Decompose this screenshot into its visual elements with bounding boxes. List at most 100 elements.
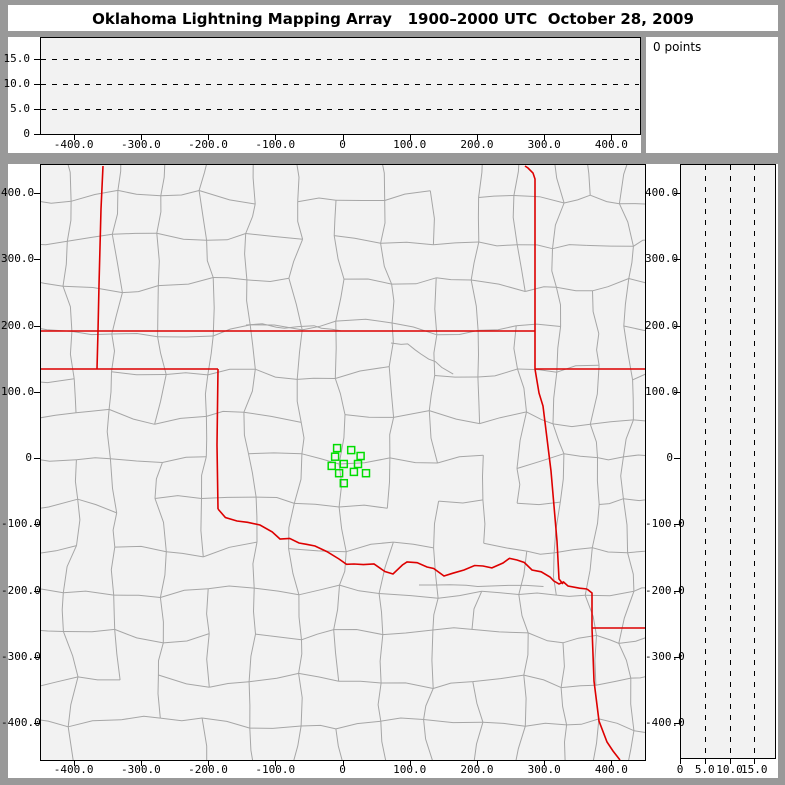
county-line (477, 376, 481, 424)
county-line (244, 233, 248, 280)
county-line (552, 552, 557, 596)
ns-panel-alt-tick-label: 15.0 (741, 763, 768, 776)
county-line (433, 334, 438, 376)
lma-station-marker (349, 467, 359, 477)
county-line (110, 458, 163, 463)
county-line (162, 456, 207, 463)
county-line (437, 454, 484, 464)
county-line (623, 454, 645, 458)
county-line (378, 593, 384, 635)
county-line (298, 594, 302, 640)
county-line (551, 248, 557, 288)
county-line (560, 687, 568, 726)
county-line (589, 424, 598, 458)
county-line (516, 453, 565, 469)
county-line (249, 728, 254, 760)
county-line (122, 285, 159, 294)
county-line (208, 585, 255, 590)
county-line (288, 239, 304, 279)
county-line (586, 244, 634, 247)
county-line (158, 277, 214, 287)
county-line (111, 333, 116, 372)
county-line (523, 675, 527, 727)
county-line (108, 371, 112, 410)
county-line (106, 409, 111, 459)
county-line (628, 278, 645, 284)
county-line (63, 628, 115, 633)
map-x-tick (208, 760, 210, 766)
county-line (213, 277, 247, 281)
ns-panel-y-tick (674, 193, 680, 194)
plan-view-map-panel[interactable] (40, 164, 646, 761)
county-line (471, 591, 483, 630)
county-line (339, 504, 388, 509)
county-line (297, 377, 336, 380)
county-line (595, 677, 631, 686)
county-line (516, 244, 526, 292)
ew-panel-x-tick-label: 400.0 (594, 138, 628, 151)
county-line (429, 190, 435, 245)
county-line (338, 463, 343, 508)
county-line (66, 201, 72, 242)
altitude-ns-panel[interactable] (680, 164, 776, 759)
ew-panel-x-tick-label: 0 (339, 138, 346, 151)
county-line (525, 722, 567, 727)
county-line (436, 277, 472, 281)
county-line (333, 585, 340, 630)
county-line (623, 325, 634, 380)
county-line (432, 598, 439, 631)
county-line (592, 547, 628, 554)
ew-panel-alt-tick-label: 15.0 (3, 52, 31, 65)
map-x-tick (611, 760, 613, 766)
county-line (483, 542, 527, 552)
county-line (618, 637, 645, 644)
county-line (388, 322, 394, 367)
county-line (434, 277, 438, 335)
county-line (434, 375, 478, 378)
county-line (525, 286, 557, 292)
county-line (255, 497, 258, 543)
county-line (293, 453, 303, 504)
county-line (556, 594, 586, 597)
county-line (428, 375, 436, 411)
county-line (556, 364, 600, 373)
county-line (288, 278, 303, 331)
county-line (109, 458, 118, 513)
altitude-ew-panel[interactable] (40, 37, 641, 135)
county-line (41, 588, 64, 594)
lma-station-marker (346, 445, 356, 455)
ns-panel-y-tick-label: -100.0 (645, 517, 685, 531)
ew-panel-dashed-gridline (41, 84, 639, 85)
ew-panel-x-tick-label: -300.0 (120, 138, 161, 151)
county-line (632, 379, 634, 420)
ns-panel-y-tick-label: -300.0 (645, 649, 685, 663)
map-y-tick-label: 400.0 (1, 186, 35, 199)
county-line (482, 721, 526, 727)
county-line (157, 285, 159, 337)
county-line (114, 629, 121, 680)
county-line (67, 726, 74, 760)
county-line (243, 369, 256, 413)
ew-panel-x-tick-label: 100.0 (393, 138, 427, 151)
county-line (207, 335, 214, 375)
county-line (433, 241, 479, 246)
county-line (154, 415, 207, 425)
county-line (154, 462, 163, 499)
county-line (154, 374, 167, 425)
ew-panel-alt-tick (34, 109, 40, 110)
county-line (255, 368, 298, 380)
ns-panel-y-tick (674, 656, 680, 658)
county-line (246, 277, 289, 283)
county-line (423, 719, 433, 760)
county-line (587, 165, 591, 196)
ew-panel-x-tick-label: -100.0 (255, 138, 296, 151)
county-line (41, 545, 77, 554)
county-line (166, 551, 204, 558)
ns-panel-dashed-gridline (704, 165, 706, 757)
county-line (518, 594, 529, 634)
ns-panel-alt-tick-label: 5.0 (694, 763, 715, 776)
county-line (248, 681, 251, 729)
county-line (516, 411, 527, 469)
map-y-tick (34, 458, 40, 459)
map-y-tick-label: 0 (25, 451, 32, 464)
